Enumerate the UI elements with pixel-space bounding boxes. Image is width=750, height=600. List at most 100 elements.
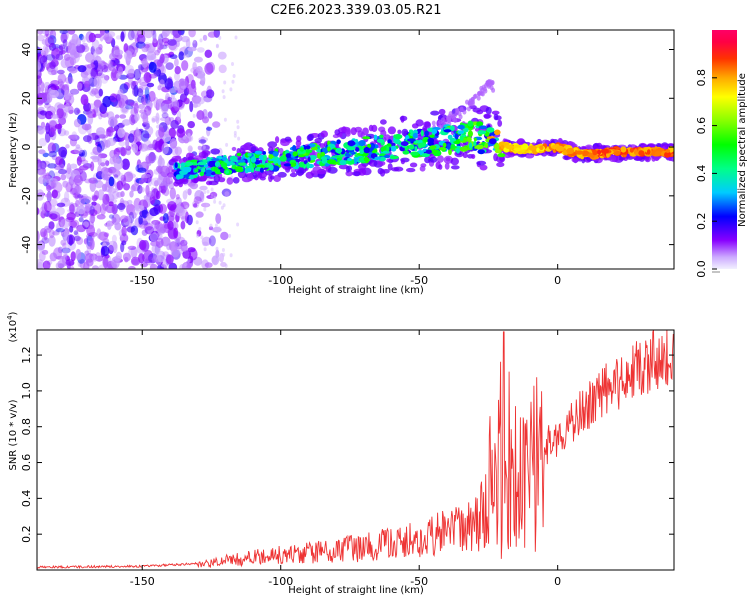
noise-blob [210,187,214,192]
noise-blob [169,54,178,60]
noise-blob [200,235,204,240]
noise-blob [82,149,88,158]
colorbar-tick-label: 0.0 [695,260,708,278]
ridge-blob [500,144,505,149]
noise-blob [51,189,58,199]
noise-blob [96,228,102,239]
ridge-blob [390,155,399,160]
ridge-blob [408,129,414,134]
colorbar-tick-label: 0.8 [695,69,708,87]
ridge-blob [336,139,341,145]
noise-blob [210,194,214,199]
noise-blob [120,31,125,42]
ridge-blob [335,147,343,154]
colorbar-tick-label: 0.4 [695,165,708,183]
noise-blob [180,243,188,252]
noise-blob [69,43,77,55]
noise-blob [205,202,209,207]
ridge-blob [484,142,489,149]
noise-blob [188,30,196,38]
noise-blob [147,143,155,149]
noise-blob [44,131,51,143]
ridge-blob [214,161,221,168]
y-tick-label: 1.0 [20,382,33,400]
noise-blob [169,187,176,200]
ridge-blob [467,130,473,137]
noise-blob [141,45,149,53]
noise-blob [104,75,110,81]
noise-blob [43,33,51,39]
noise-blob [175,194,180,200]
ridge-blob [494,143,500,151]
noise-blob [127,30,135,41]
noise-blob [232,74,236,78]
noise-blob [112,217,117,223]
ridge-blob [347,140,356,147]
ridge-blob [457,130,465,135]
ridge-halo [476,160,487,166]
ridge-halo [491,110,500,115]
noise-blob [187,46,197,52]
noise-blob [201,236,212,246]
ridge-blob [494,149,502,154]
ridge-halo [327,166,338,174]
ridge-halo [275,136,280,144]
noise-blob [231,62,234,66]
noise-blob [74,185,82,195]
noise-blob [108,176,115,187]
ridge-halo [516,138,526,146]
noise-blob [133,68,141,81]
noise-blob [108,184,113,193]
noise-blob [84,196,92,204]
noise-blob [84,203,93,211]
branch-blob [472,94,477,100]
noise-blob [202,145,206,150]
noise-blob [157,157,165,169]
ridge-blob [194,168,199,173]
noise-blob [96,214,106,220]
noise-blob [70,219,80,229]
noise-blob [98,113,103,120]
noise-blob [78,152,84,157]
noise-blob [120,174,127,182]
noise-blob [38,176,46,185]
ridge-halo [334,129,341,136]
noise-blob [204,62,214,75]
ridge-blob [305,145,311,150]
ridge-blob [317,152,321,159]
noise-blob [89,238,95,251]
noise-blob [141,220,149,226]
noise-blob [48,120,58,132]
noise-blob [113,174,119,179]
noise-blob [118,140,126,147]
noise-blob [40,228,47,238]
ridge-blob [321,158,328,164]
ridge-blob [429,134,435,138]
noise-blob [49,252,58,262]
ridge-blob [358,140,366,147]
ridge-halo [387,126,396,135]
noise-blob [168,87,177,94]
ridge-blob [373,134,378,141]
branch-blob [458,114,463,120]
ridge-halo [471,154,476,159]
noise-blob [189,147,193,152]
noise-blob [150,264,156,269]
ridge-halo [242,143,251,151]
ridge-halo [338,164,349,170]
ridge-blob [306,162,310,169]
noise-blob [159,117,169,122]
noise-blob [37,34,45,42]
ridge-halo [438,108,446,115]
noise-blob [62,39,68,47]
ridge-halo [644,154,651,163]
noise-blob [215,43,219,48]
noise-blob [127,245,137,250]
ridge-blob [259,167,264,173]
ridge-blob [299,147,305,152]
noise-blob [123,43,129,53]
noise-blob [91,255,99,262]
noise-blob [98,88,104,97]
ridge-blob [237,159,246,163]
ridge-blob [292,151,298,157]
